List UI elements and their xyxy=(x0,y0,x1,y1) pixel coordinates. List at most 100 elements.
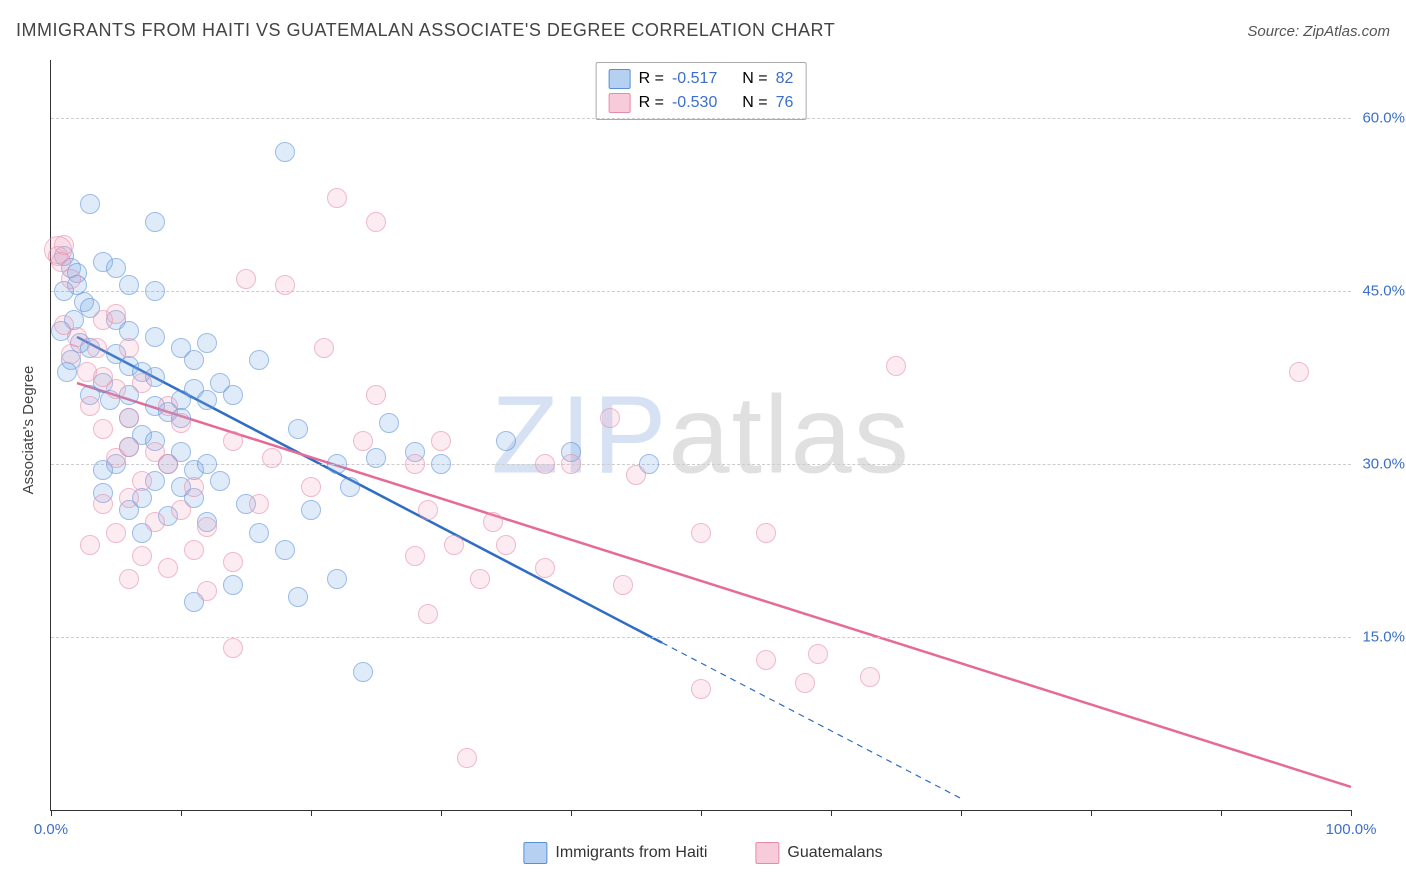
scatter-point-haiti xyxy=(431,454,451,474)
scatter-point-haiti xyxy=(197,333,217,353)
scatter-point-guatemalans xyxy=(600,408,620,428)
scatter-point-guatemalans xyxy=(561,454,581,474)
x-tick-mark xyxy=(701,810,702,816)
scatter-point-guatemalans xyxy=(119,408,139,428)
scatter-point-guatemalans xyxy=(87,338,107,358)
scatter-point-guatemalans xyxy=(93,419,113,439)
x-tick-mark xyxy=(571,810,572,816)
scatter-point-guatemalans xyxy=(886,356,906,376)
legend-correlation: R = -0.517 N = 82 R = -0.530 N = 76 xyxy=(596,62,807,120)
scatter-point-guatemalans xyxy=(171,413,191,433)
scatter-point-guatemalans xyxy=(158,558,178,578)
scatter-point-guatemalans xyxy=(158,396,178,416)
scatter-point-haiti xyxy=(210,471,230,491)
legend-row-haiti: R = -0.517 N = 82 xyxy=(609,67,794,91)
scatter-point-guatemalans xyxy=(431,431,451,451)
scatter-point-guatemalans xyxy=(405,454,425,474)
x-tick-label: 0.0% xyxy=(34,821,68,838)
scatter-point-haiti xyxy=(145,281,165,301)
scatter-point-haiti xyxy=(288,587,308,607)
scatter-point-guatemalans xyxy=(327,188,347,208)
x-tick-mark xyxy=(961,810,962,816)
scatter-point-guatemalans xyxy=(535,558,555,578)
scatter-point-haiti xyxy=(340,477,360,497)
scatter-point-guatemalans xyxy=(314,338,334,358)
scatter-point-guatemalans xyxy=(249,494,269,514)
scatter-point-haiti xyxy=(223,575,243,595)
scatter-point-haiti xyxy=(197,390,217,410)
scatter-point-guatemalans xyxy=(418,500,438,520)
scatter-point-guatemalans xyxy=(106,523,126,543)
swatch-blue-icon xyxy=(523,842,547,864)
scatter-point-guatemalans xyxy=(119,569,139,589)
chart-source: Source: ZipAtlas.com xyxy=(1247,23,1390,40)
scatter-point-guatemalans xyxy=(61,344,81,364)
scatter-point-guatemalans xyxy=(93,494,113,514)
scatter-point-guatemalans xyxy=(366,212,386,232)
scatter-point-guatemalans xyxy=(119,488,139,508)
scatter-point-guatemalans xyxy=(1289,362,1309,382)
scatter-point-haiti xyxy=(301,500,321,520)
scatter-point-guatemalans xyxy=(444,535,464,555)
trendline-ext-haiti xyxy=(662,643,961,799)
scatter-point-guatemalans xyxy=(106,379,126,399)
scatter-point-haiti xyxy=(106,258,126,278)
scatter-point-guatemalans xyxy=(106,304,126,324)
scatter-point-haiti xyxy=(327,569,347,589)
scatter-point-haiti xyxy=(145,327,165,347)
scatter-point-guatemalans xyxy=(470,569,490,589)
scatter-point-guatemalans xyxy=(197,517,217,537)
swatch-pink-icon xyxy=(609,93,631,113)
scatter-point-haiti xyxy=(145,212,165,232)
scatter-point-guatemalans xyxy=(80,535,100,555)
scatter-point-haiti xyxy=(353,662,373,682)
scatter-point-guatemalans xyxy=(301,477,321,497)
scatter-point-haiti xyxy=(80,194,100,214)
legend-bottom: Immigrants from Haiti Guatemalans xyxy=(523,842,882,864)
scatter-point-guatemalans xyxy=(457,748,477,768)
scatter-point-guatemalans xyxy=(197,581,217,601)
scatter-point-guatemalans xyxy=(223,638,243,658)
chart-header: IMMIGRANTS FROM HAITI VS GUATEMALAN ASSO… xyxy=(16,20,1390,41)
scatter-point-guatemalans xyxy=(171,500,191,520)
gridline xyxy=(51,291,1351,292)
scatter-point-haiti xyxy=(379,413,399,433)
gridline xyxy=(51,637,1351,638)
scatter-point-haiti xyxy=(57,362,77,382)
scatter-point-haiti xyxy=(119,275,139,295)
scatter-point-guatemalans xyxy=(132,546,152,566)
chart-title: IMMIGRANTS FROM HAITI VS GUATEMALAN ASSO… xyxy=(16,20,835,41)
scatter-point-haiti xyxy=(275,540,295,560)
scatter-point-guatemalans xyxy=(613,575,633,595)
scatter-point-guatemalans xyxy=(860,667,880,687)
y-tick-label: 30.0% xyxy=(1362,455,1405,472)
scatter-point-haiti xyxy=(366,448,386,468)
x-tick-label: 100.0% xyxy=(1326,821,1377,838)
scatter-point-haiti xyxy=(249,523,269,543)
gridline xyxy=(51,118,1351,119)
scatter-point-guatemalans xyxy=(756,650,776,670)
scatter-point-guatemalans xyxy=(535,454,555,474)
scatter-point-guatemalans xyxy=(795,673,815,693)
scatter-point-guatemalans xyxy=(158,454,178,474)
scatter-point-guatemalans xyxy=(236,269,256,289)
legend-row-guatemalans: R = -0.530 N = 76 xyxy=(609,91,794,115)
x-tick-mark xyxy=(1351,810,1352,816)
scatter-point-guatemalans xyxy=(496,535,516,555)
scatter-point-guatemalans xyxy=(418,604,438,624)
scatter-point-haiti xyxy=(197,454,217,474)
plot-area: ZIPatlas R = -0.517 N = 82 R = -0.530 N … xyxy=(50,60,1351,811)
scatter-point-guatemalans xyxy=(184,540,204,560)
y-tick-label: 45.0% xyxy=(1362,282,1405,299)
trendline-guatemalans xyxy=(77,383,1351,787)
scatter-point-guatemalans xyxy=(106,448,126,468)
scatter-point-guatemalans xyxy=(405,546,425,566)
scatter-point-guatemalans xyxy=(353,431,373,451)
y-axis-label: Associate's Degree xyxy=(20,366,37,495)
scatter-point-guatemalans xyxy=(80,396,100,416)
x-tick-mark xyxy=(181,810,182,816)
scatter-point-haiti xyxy=(249,350,269,370)
scatter-point-guatemalans xyxy=(132,373,152,393)
scatter-point-guatemalans xyxy=(119,338,139,358)
scatter-point-haiti xyxy=(171,338,191,358)
